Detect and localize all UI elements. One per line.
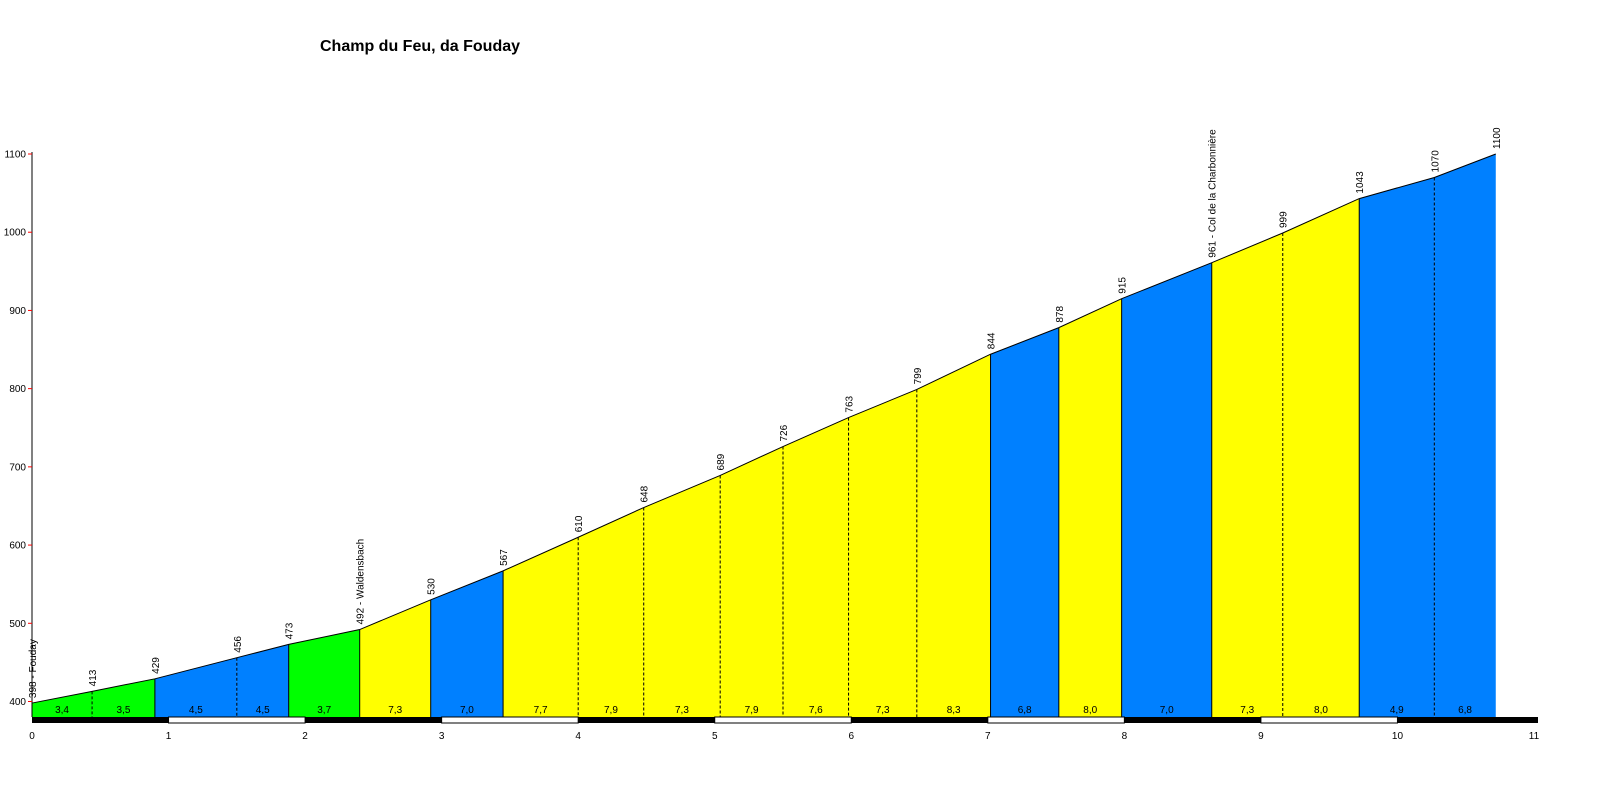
profile-segment [643,475,721,717]
profile-segment [1121,262,1212,717]
profile-segment [503,537,579,717]
x-tick-label: 0 [29,731,35,742]
elevation-label: 398 - Fouday [28,639,39,698]
chart-title: Champ du Feu, da Fouday [320,38,521,55]
x-tick-label: 5 [712,731,718,742]
gradient-label: 7,3 [876,705,890,716]
km-bar-segment [987,716,1125,724]
y-tick-label: 500 [9,619,26,630]
profile-segment [154,657,237,717]
profile-segment [848,389,917,717]
gradient-label: 7,7 [534,705,548,716]
elevation-label: 961 - Col de la Charbonnière [1208,129,1219,258]
y-tick-label: 700 [9,462,26,473]
profile-segment [1359,177,1435,717]
elevation-label: 763 [845,395,856,412]
profile-segment [1282,198,1360,717]
km-bar-segment [441,716,579,724]
elevation-label: 878 [1055,306,1066,323]
x-tick-label: 8 [1122,731,1128,742]
x-tick-label: 7 [985,731,991,742]
x-tick-label: 10 [1392,731,1404,742]
profile-segment [916,354,991,717]
elevation-label: 844 [987,332,998,349]
gradient-label: 6,8 [1458,705,1472,716]
gradient-label: 7,9 [604,705,618,716]
km-bar-segment [851,717,988,723]
y-tick-label: 1100 [4,150,26,161]
elevation-label: 726 [779,424,790,441]
profile-line [31,153,1496,704]
elevation-label: 1100 [1492,127,1503,149]
profile-segment [578,507,644,717]
y-tick-label: 400 [9,697,26,708]
x-tick-label: 3 [439,731,445,742]
profile-segment [1434,154,1496,717]
elevation-label: 799 [913,367,924,384]
profile-segment [720,446,783,717]
gradient-label: 7,3 [1240,705,1254,716]
x-tick-label: 1 [166,731,172,742]
km-bar-segment [714,716,852,724]
profile-segment [236,644,289,717]
elevation-label: 429 [151,657,162,674]
x-tick-label: 4 [575,731,581,742]
elevation-label: 999 [1279,211,1290,228]
elevation-label: 648 [640,485,651,502]
elevation-label: 567 [499,549,510,566]
elevation-label: 1043 [1355,171,1366,194]
profile-segment [783,417,849,717]
gradient-label: 3,7 [317,705,331,716]
elevation-label: 1070 [1430,150,1441,173]
km-bar-segment [32,717,169,723]
profile-segment [1058,298,1122,717]
gradient-label: 3,4 [55,705,69,716]
km-bar-end [1532,717,1538,723]
gradient-label: 7,0 [1160,705,1174,716]
profile-segment [288,629,360,717]
gradient-label: 7,9 [745,705,759,716]
km-bar-segment [1124,717,1261,723]
y-tick-label: 1000 [4,228,27,239]
y-tick-label: 800 [9,384,26,395]
gradient-label: 4,5 [189,705,203,716]
elevation-label: 915 [1118,277,1129,294]
x-tick-label: 11 [1529,731,1540,742]
elevation-label: 456 [233,636,244,653]
y-tick-label: 600 [9,541,26,552]
elevation-label: 492 - Waldensbach [356,539,367,625]
gradient-label: 3,5 [117,705,131,716]
profile-segment [359,599,431,717]
elevation-label: 610 [574,515,585,532]
km-bar-segment [578,717,715,723]
gradient-label: 4,5 [256,705,270,716]
x-tick-label: 6 [848,731,854,742]
elevation-label: 473 [285,622,296,639]
elevation-label: 530 [427,578,438,595]
profile-segment [32,691,93,717]
gradient-label: 7,0 [460,705,474,716]
profile-segment [430,570,504,717]
km-bar-segment [1397,717,1534,723]
gradient-label: 7,6 [809,705,823,716]
gradient-label: 8,0 [1083,705,1097,716]
x-tick-label: 9 [1258,731,1264,742]
gradient-label: 7,3 [675,705,689,716]
gradient-label: 8,0 [1314,705,1328,716]
gradient-label: 7,3 [388,705,402,716]
elevation-label: 689 [716,453,727,470]
gradient-label: 6,8 [1018,705,1032,716]
profile-segment [990,327,1059,717]
elevation-label: 413 [88,669,99,686]
gradient-label: 8,3 [947,705,961,716]
profile-segment [1211,232,1283,717]
km-bar-segment [1260,716,1398,724]
gradient-label: 4,9 [1390,705,1404,716]
x-tick-label: 2 [302,731,308,742]
km-bar-segment [305,717,442,723]
km-bar-segment [168,716,306,724]
y-tick-label: 900 [9,306,26,317]
